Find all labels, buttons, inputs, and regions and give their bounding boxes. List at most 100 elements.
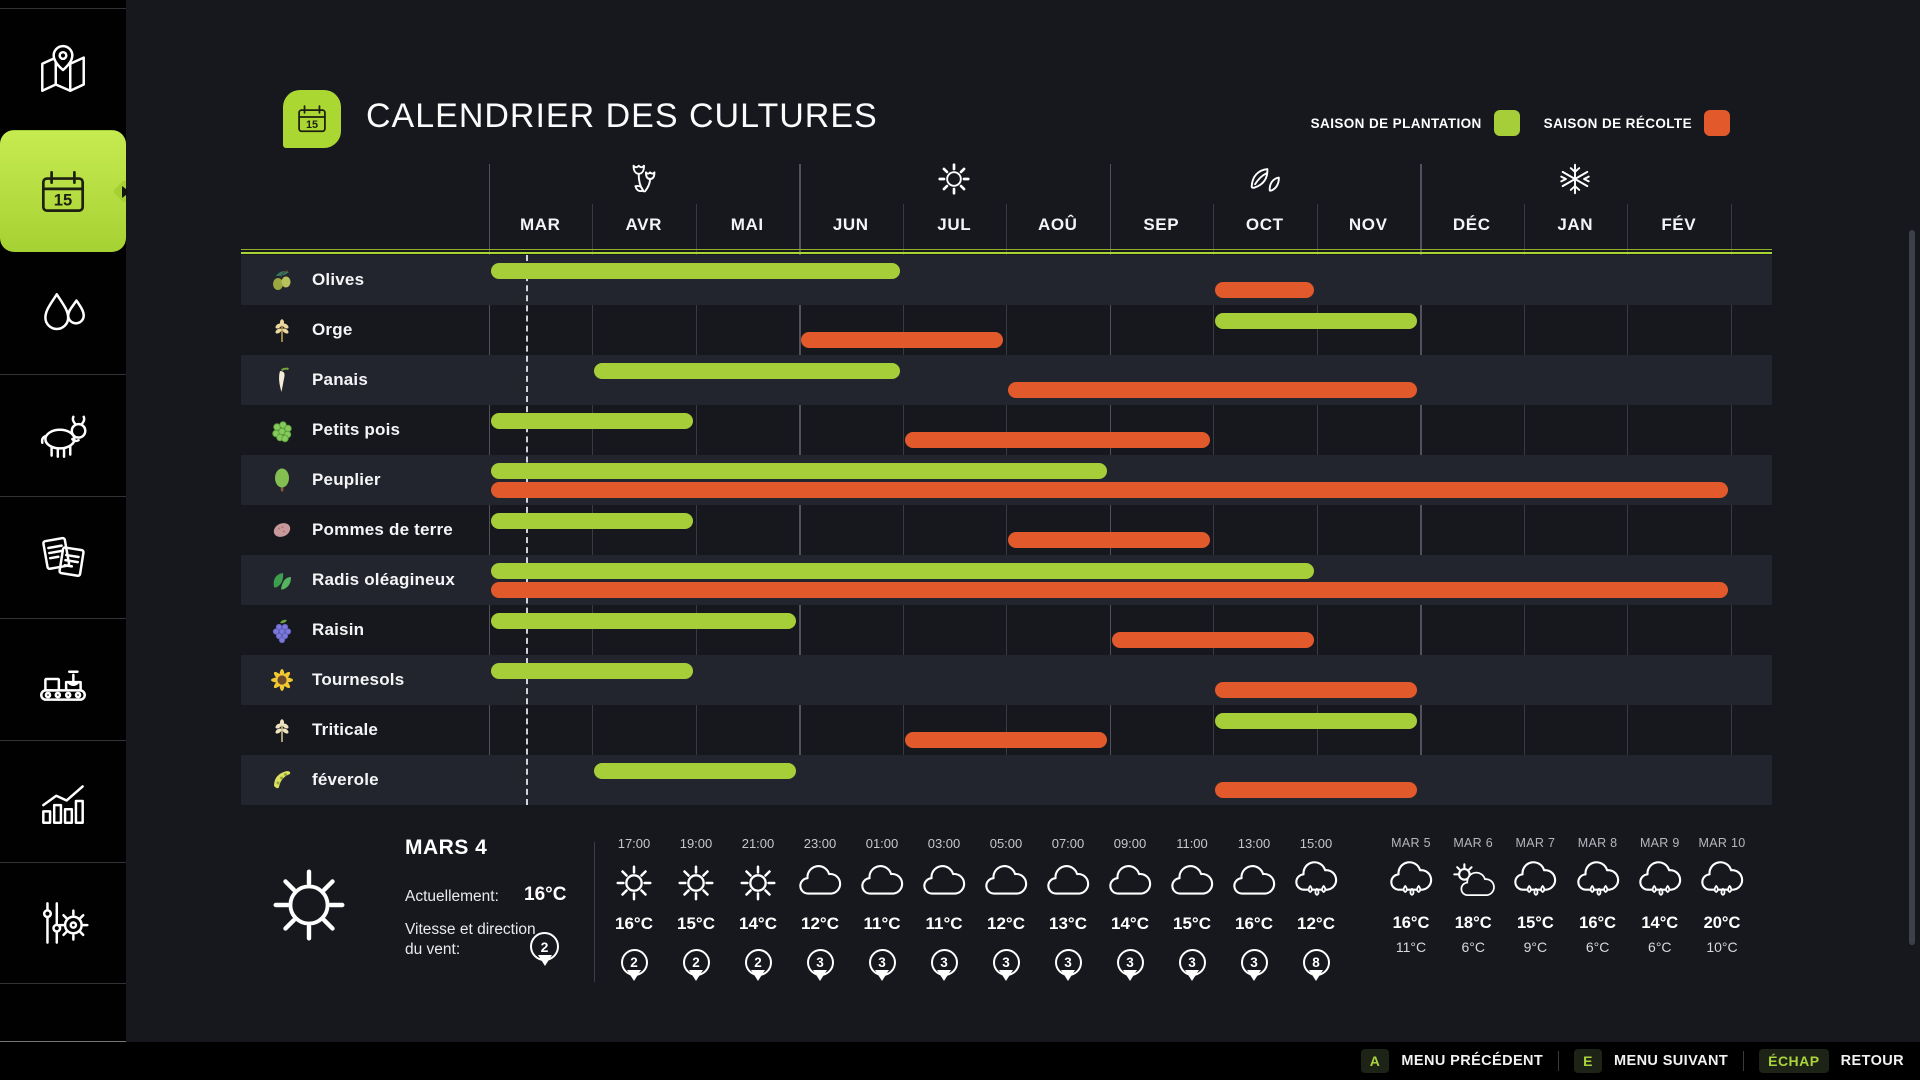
temp-label: 12°C: [1297, 914, 1335, 933]
day-label: MAR 8: [1577, 836, 1618, 850]
daily-forecast-mar-9: MAR 9 14°C 6°C: [1629, 836, 1691, 955]
weather-cloud-icon: [851, 856, 913, 910]
low-temp: 6°C: [1648, 939, 1672, 955]
harvest-bar: [904, 432, 1210, 448]
planting-bar: [1215, 313, 1417, 329]
sidebar: 15: [0, 0, 130, 1042]
wind-pin-icon: 3: [806, 949, 834, 976]
month-label-AVR: AVR: [625, 215, 662, 234]
harvest-bar: [904, 732, 1107, 748]
calendar-badge-icon: 15: [283, 90, 341, 148]
sidebar-item-map[interactable]: [0, 8, 126, 130]
crop-label: Olives: [269, 255, 364, 305]
sidebar-item-statistics[interactable]: [0, 740, 126, 862]
month-label-JUL: JUL: [937, 215, 972, 234]
crop-label: féverole: [269, 755, 379, 805]
sidebar-item-calendar[interactable]: 15: [0, 130, 130, 252]
crop-label: Orge: [269, 305, 352, 355]
scrollbar[interactable]: [1909, 230, 1915, 945]
footer-hint-menu-précédent[interactable]: A MENU PRÉCÉDENT: [1360, 1049, 1543, 1073]
summer-sun-icon: [935, 160, 973, 198]
cow-icon: [34, 407, 92, 465]
weather-cloud-icon: [975, 856, 1037, 910]
temp-label: 15°C: [1173, 914, 1211, 933]
temp-label: 14°C: [739, 914, 777, 933]
month-label-NOV: NOV: [1348, 215, 1388, 234]
weather-cloud-icon: [789, 856, 851, 910]
wind-pin-icon: 2: [682, 949, 710, 976]
weather-cloud-icon: [913, 856, 975, 910]
water-drops-icon: [34, 285, 92, 343]
weather-sun-icon: [727, 856, 789, 910]
wind-pin-icon: 3: [1240, 949, 1268, 976]
barley-icon: [269, 317, 295, 343]
temp-label: 11°C: [925, 914, 963, 933]
temp-label: 15°C: [677, 914, 715, 933]
crop-label: Radis oléagineux: [269, 555, 455, 605]
svg-text:15: 15: [54, 190, 72, 209]
crop-row-triticale: Triticale: [241, 705, 1772, 755]
month-label-FÉV: FÉV: [1661, 215, 1697, 234]
hourly-forecast-01:00: 01:00 11°C 3: [851, 836, 913, 976]
header-rule: [241, 249, 1772, 254]
low-temp: 10°C: [1706, 939, 1738, 955]
weather-cloud-icon: [1223, 856, 1285, 910]
crop-label: Pommes de terre: [269, 505, 453, 555]
planting-bar: [490, 563, 1314, 579]
time-label: 17:00: [617, 836, 651, 851]
sidebar-item-production[interactable]: [0, 618, 126, 740]
calendar-icon: 15: [34, 163, 92, 221]
svg-text:15: 15: [306, 119, 318, 131]
main-content: 15 CALENDRIER DES CULTURES SAISON DE PLA…: [126, 0, 1920, 1042]
sidebar-item-water[interactable]: [0, 252, 126, 374]
time-label: 05:00: [989, 836, 1023, 851]
hourly-forecast-15:00: 15:00 12°C 8: [1285, 836, 1347, 976]
sidebar-item-animals[interactable]: [0, 374, 126, 496]
footer-hint-menu-suivant[interactable]: E MENU SUIVANT: [1574, 1049, 1728, 1073]
footer-hint-bar: A MENU PRÉCÉDENT E MENU SUIVANT ÉCHAP RETO…: [0, 1042, 1920, 1080]
low-temp: 9°C: [1523, 939, 1548, 955]
hourly-forecast-21:00: 21:00 14°C 2: [727, 836, 789, 976]
crop-name: Raisin: [312, 620, 365, 639]
footer-hint-retour[interactable]: ÉCHAP RETOUR: [1759, 1049, 1904, 1073]
low-temp: 6°C: [1461, 939, 1485, 955]
wind-pin-icon: 3: [1178, 949, 1206, 976]
crop-row-pommes-de-terre: Pommes de terre: [241, 505, 1772, 555]
month-label-AOÛ: AOÛ: [1037, 215, 1078, 234]
autumn-leaves-icon: [1246, 160, 1284, 198]
weather-rain-icon: [1380, 856, 1442, 910]
crop-name: Triticale: [312, 720, 379, 739]
field-bean-icon: [269, 767, 295, 793]
hourly-forecast-07:00: 07:00 13°C 3: [1037, 836, 1099, 976]
wind-label: Vitesse et direction du vent:: [405, 921, 536, 958]
daily-forecast-mar-6: MAR 6 18°C 6°C: [1442, 836, 1504, 955]
poplar-icon: [269, 467, 295, 493]
time-label: 07:00: [1051, 836, 1085, 851]
daily-forecast-mar-8: MAR 8 16°C 6°C: [1567, 836, 1629, 955]
crop-name: Orge: [312, 320, 353, 339]
current-weather-sun-icon: [262, 858, 356, 952]
peas-icon: [269, 417, 295, 443]
legend-harvest-label: SAISON DE RÉCOLTE: [1543, 115, 1692, 131]
wind-pin-icon: 2: [530, 932, 559, 961]
crop-label: Tournesols: [269, 655, 404, 705]
legend-planting-label: SAISON DE PLANTATION: [1310, 115, 1482, 131]
crop-name: Olives: [312, 270, 365, 289]
month-label-JUN: JUN: [832, 215, 869, 234]
parsnip-icon: [269, 367, 295, 393]
planting-bar: [594, 763, 796, 779]
time-label: 13:00: [1237, 836, 1271, 851]
planting-bar: [1215, 713, 1417, 729]
weather-cloud-icon: [1161, 856, 1223, 910]
oilseed-radish-icon: [269, 567, 295, 593]
day-label: MAR 6: [1453, 836, 1494, 850]
time-label: 11:00: [1176, 836, 1208, 851]
sidebar-item-settings[interactable]: [0, 862, 126, 984]
key-badge: A: [1360, 1049, 1390, 1073]
weather-sun-icon: [603, 856, 665, 910]
harvest-bar: [1215, 782, 1417, 798]
sidebar-item-contracts[interactable]: [0, 496, 126, 618]
crop-name: Peuplier: [312, 470, 381, 489]
planting-bar: [490, 513, 693, 529]
time-label: 09:00: [1113, 836, 1147, 851]
